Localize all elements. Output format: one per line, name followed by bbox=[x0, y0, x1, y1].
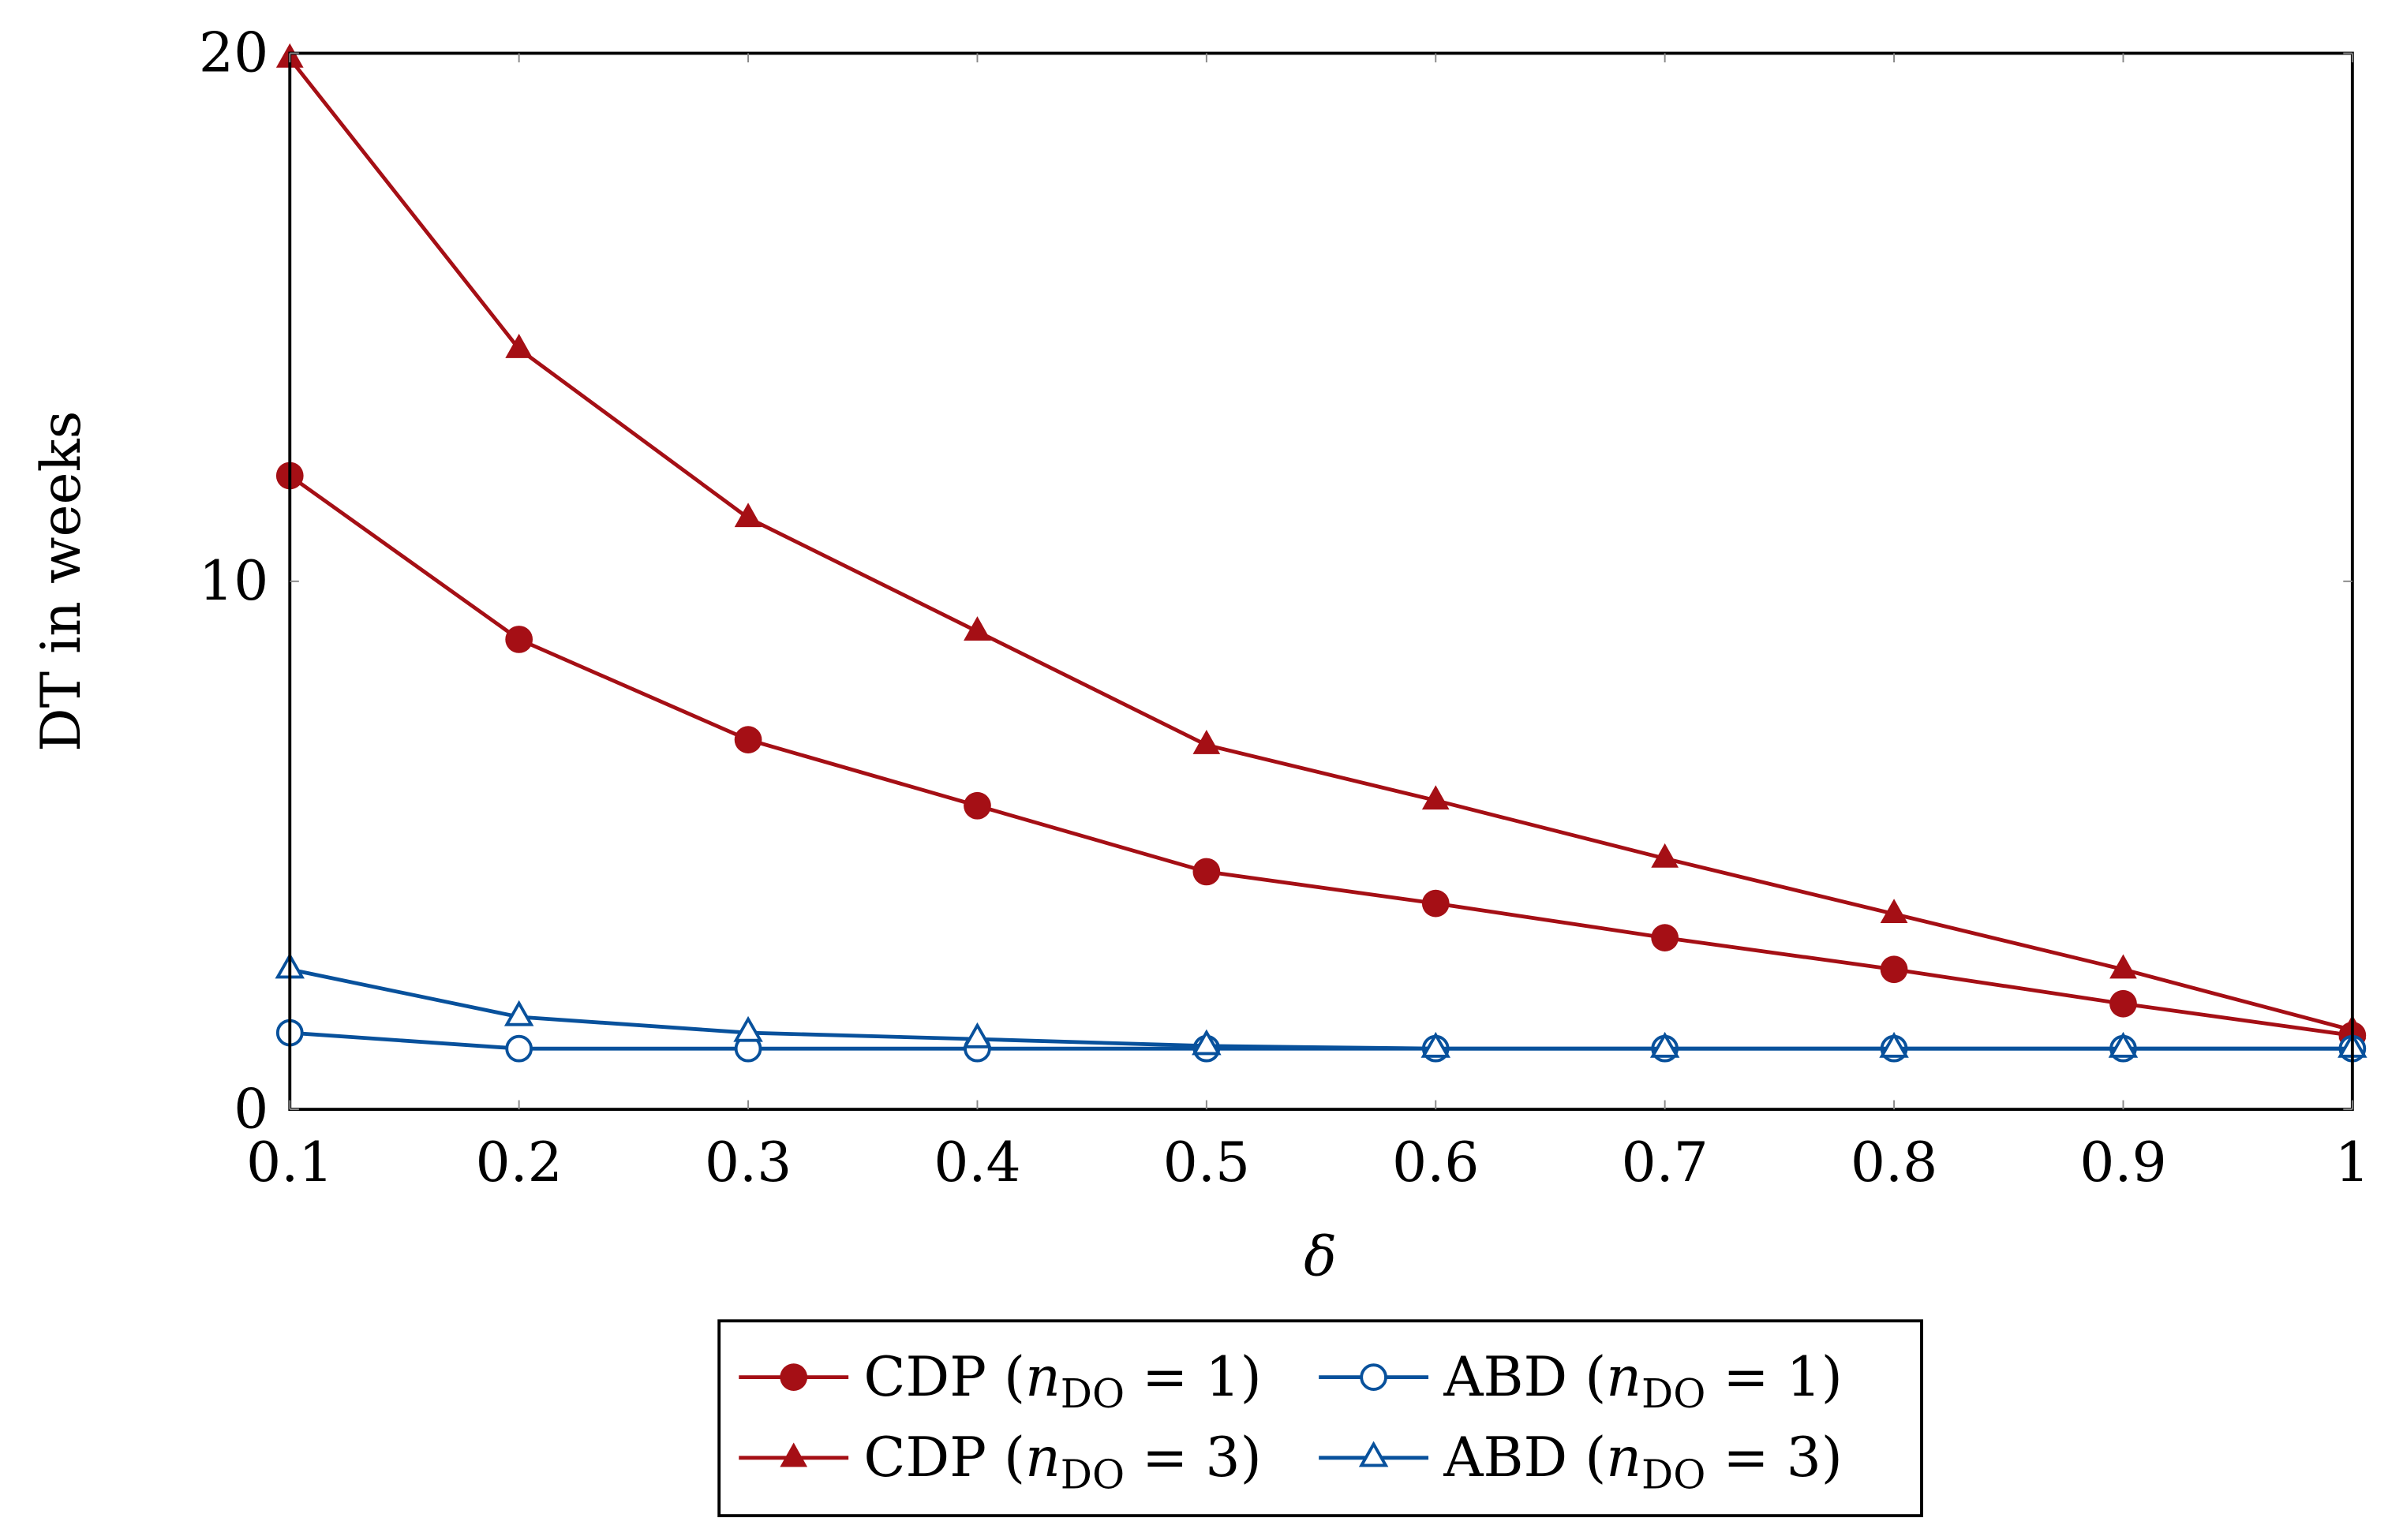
x-tick-label: 1 bbox=[2335, 1131, 2370, 1194]
data-point bbox=[1879, 1031, 1909, 1058]
data-point bbox=[1651, 924, 1679, 951]
legend: CDP (nDO = 1) CDP (nDO = 3) ABD (nDO = 1) A… bbox=[717, 1319, 1923, 1518]
x-tick-label: 0.9 bbox=[2079, 1131, 2166, 1194]
data-point bbox=[505, 1034, 533, 1063]
series-3 bbox=[275, 952, 2367, 1058]
data-point bbox=[734, 503, 762, 528]
data-point bbox=[2108, 1031, 2139, 1058]
legend-label: ABD (nDO = 1) bbox=[1443, 1346, 1843, 1417]
legend-marker bbox=[1358, 1441, 1389, 1467]
legend-label: CDP (nDO = 1) bbox=[863, 1346, 1261, 1417]
x-tick-label: 0.1 bbox=[246, 1131, 333, 1194]
x-tick-label: 0.8 bbox=[1851, 1131, 1937, 1194]
data-point bbox=[503, 1000, 534, 1026]
legend-marker bbox=[780, 1363, 808, 1391]
data-point bbox=[962, 1022, 993, 1048]
data-point bbox=[1880, 899, 1908, 924]
legend-marker bbox=[780, 1442, 808, 1467]
y-axis: 0 10 20 bbox=[199, 22, 2352, 1141]
series-line bbox=[289, 967, 2352, 1051]
data-point bbox=[964, 791, 991, 820]
x-tick-label: 0.5 bbox=[1163, 1131, 1250, 1194]
x-tick-label: 0.2 bbox=[475, 1131, 562, 1194]
series-2 bbox=[275, 1019, 2367, 1063]
data-point bbox=[2109, 989, 2137, 1018]
data-point bbox=[1420, 1031, 1451, 1058]
data-point bbox=[1192, 858, 1221, 886]
data-point bbox=[1880, 955, 1908, 984]
legend-entry: CDP (nDO = 3) bbox=[739, 1426, 1262, 1497]
series-line bbox=[288, 473, 2353, 1037]
data-point bbox=[964, 616, 991, 641]
y-tick-label: 0 bbox=[234, 1078, 268, 1141]
data-point bbox=[1649, 1031, 1680, 1058]
legend-entry: ABD (nDO = 3) bbox=[1319, 1426, 1843, 1497]
data-point bbox=[505, 334, 533, 358]
x-tick-label: 0.4 bbox=[934, 1131, 1020, 1194]
x-axis-label: δ bbox=[1304, 1225, 1337, 1288]
series-1 bbox=[275, 43, 2367, 1040]
data-point bbox=[733, 1015, 763, 1042]
data-point bbox=[1192, 1029, 1222, 1056]
legend-label: ABD (nDO = 3) bbox=[1443, 1426, 1843, 1497]
legend-marker bbox=[1360, 1363, 1387, 1391]
y-axis-label: DT in weeks bbox=[30, 411, 93, 752]
data-point bbox=[1421, 785, 1450, 810]
x-tick-label: 0.7 bbox=[1621, 1131, 1708, 1194]
legend-label: CDP (nDO = 3) bbox=[863, 1426, 1261, 1497]
plot-area bbox=[275, 43, 2367, 1063]
data-point bbox=[734, 726, 762, 753]
legend-entry: CDP (nDO = 1) bbox=[739, 1346, 1262, 1417]
y-tick-label: 10 bbox=[199, 550, 268, 613]
series-line bbox=[288, 57, 2353, 1033]
y-tick-label: 20 bbox=[199, 22, 268, 85]
series-0 bbox=[275, 462, 2367, 1049]
data-point bbox=[505, 626, 533, 653]
data-point bbox=[2109, 954, 2137, 979]
x-axis: 0.1 0.2 0.3 0.4 0.5 0.6 0.7 0.8 0.9 1 bbox=[246, 53, 2370, 1194]
x-tick-label: 0.6 bbox=[1392, 1131, 1479, 1194]
data-point bbox=[1421, 889, 1450, 918]
legend-box bbox=[717, 1319, 1923, 1518]
data-point bbox=[1192, 730, 1221, 754]
data-point bbox=[1651, 843, 1679, 868]
x-tick-label: 0.3 bbox=[705, 1131, 792, 1194]
legend-entry: ABD (nDO = 1) bbox=[1319, 1346, 1843, 1417]
